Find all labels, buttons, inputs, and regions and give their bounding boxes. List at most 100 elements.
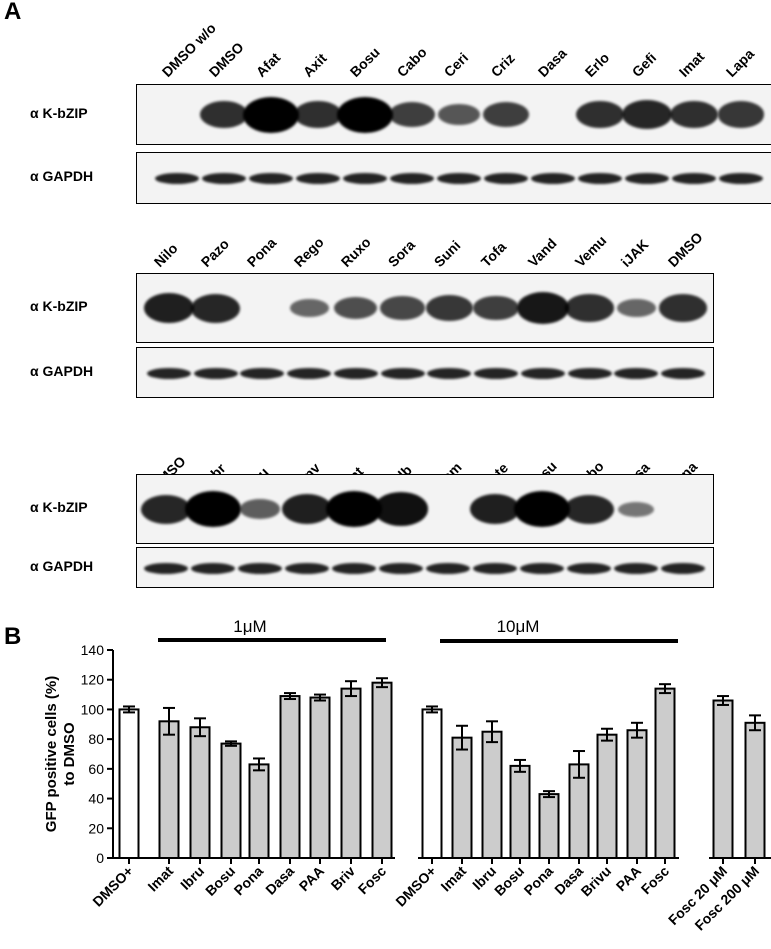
kbzip-band [617,501,655,517]
x-tick-label: Briv [328,863,359,894]
antibody-label: α K-bZIP [30,298,88,314]
kbzip-band [514,491,570,527]
lane-label: Vand [524,235,560,270]
x-tick-label: Pona [231,863,267,899]
antibody-label: α K-bZIP [30,499,88,515]
y-tick-label: 40 [88,791,104,807]
bar [189,726,211,859]
lane-label: Ruxo [337,233,374,270]
bar-chart: 0 20 40 60 80 100 120 140 GFP positive cells (%)… [43,617,771,934]
bar [421,708,443,859]
bar [279,695,301,859]
bar [340,687,362,859]
kbzip-band [389,102,435,127]
group-label-1uM: 1μM [233,617,266,636]
kbzip-band [143,292,195,324]
gapdh-band [567,367,612,379]
x-tick-label: Imat [144,863,176,895]
bar [309,696,331,859]
gapdh-band [578,173,622,184]
bar [744,721,766,859]
y-axis-label: GFP positive cells (%)to DMSO [43,676,78,832]
gapdh-band [427,367,472,379]
x-tick-label: Pona [521,863,557,899]
bar [654,687,676,859]
lane-label: DMSO [664,228,706,270]
bar [712,699,734,859]
lane-label: Ceri [440,49,472,80]
lane-label: iJAK [617,236,652,270]
kbzip-band [141,494,191,524]
gapdh-band [390,173,434,184]
gapdh-band [285,562,329,574]
x-tick-label: Fosc [638,863,673,898]
antibody-label: α GAPDH [30,362,94,379]
lane-label: Cabo [393,43,430,80]
lane-label: Dasa [534,45,570,80]
gapdh-band [473,562,517,574]
kbzip-band [564,494,614,524]
bar [481,730,503,859]
y-tick-label: 60 [88,761,104,777]
gapdh-band [380,367,425,379]
lane-label: Bosu [346,43,383,80]
gapdh-band [193,367,238,379]
x-tick-label: Bosu [491,863,527,899]
gapdh-band [661,367,705,379]
kbzip-band [281,493,333,525]
kbzip-band [516,292,569,324]
bar [596,733,618,859]
gapdh-band [333,367,378,379]
gapdh-band [332,562,376,574]
y-axis-label-line: GFP positive cells (%) [43,676,60,832]
y-tick-label: 20 [88,820,104,836]
gapdh-blot [136,347,714,398]
gapdh-band [719,173,763,184]
antibody-label: α GAPDH [30,168,94,184]
y-tick-label: 100 [81,701,105,717]
lane-label: Sora [384,236,418,270]
gapdh-band [191,562,235,574]
kbzip-band [565,294,614,322]
lane-label: Nilo [150,239,181,270]
gapdh-band [202,173,246,184]
gapdh-band [287,367,332,379]
lane-label: Rego [290,233,327,270]
kbzip-blot [136,84,771,145]
kbzip-band [374,492,428,526]
y-tick-label: 0 [96,850,104,866]
panel-b-label: B [4,623,22,650]
gapdh-blot [136,152,771,204]
bar [220,742,242,860]
lane-label: Suni [431,237,464,270]
lane-label: Lapa [722,45,758,80]
x-tick-label: Imat [437,863,469,895]
lane-label: Criz [487,49,518,80]
gapdh-band [661,562,705,574]
gapdh-band [437,173,481,184]
lane-label: DMSO [205,38,247,80]
kbzip-band [190,293,241,323]
gapdh-band [144,562,188,574]
x-tick-label: PAA [296,863,327,894]
y-tick-label: 120 [81,672,105,688]
kbzip-band [473,295,519,321]
kbzip-band [326,491,382,527]
gapdh-band [567,562,611,574]
x-tick-label: Fosc [355,863,390,898]
kbzip-band [293,100,343,129]
kbzip-band [616,299,656,317]
kbzip-band [243,96,299,133]
gapdh-band [625,173,669,184]
lane-label: Afat [252,49,284,80]
gapdh-band [484,173,528,184]
x-tick-label: DMSO+ [89,863,136,910]
x-tick-label: Dasa [262,863,297,898]
kbzip-band [380,296,425,320]
x-tick-label: PAA [613,863,644,894]
gapdh-band [296,173,340,184]
bar [248,763,270,859]
y-tick-label: 140 [81,642,105,658]
gapdh-band [614,562,658,574]
bar [371,681,393,859]
